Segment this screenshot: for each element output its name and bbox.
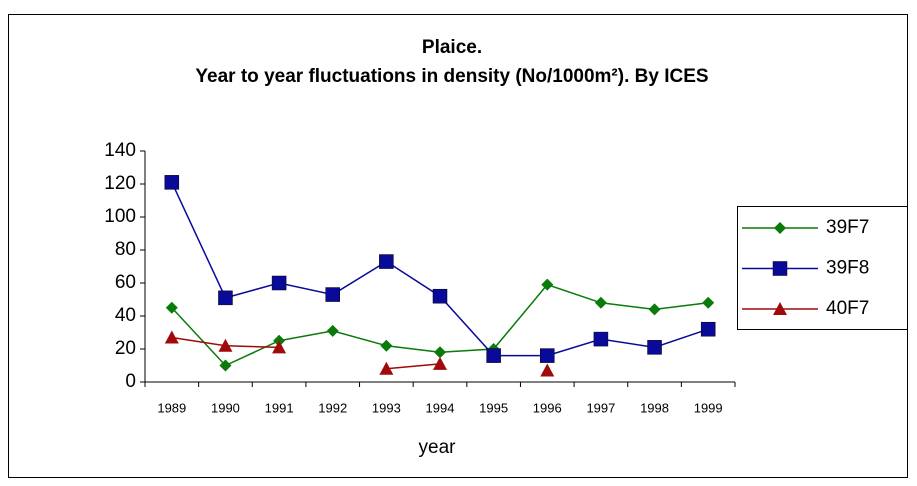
- legend-marker: [772, 261, 788, 276]
- x-tick-label: 1998: [640, 400, 669, 415]
- legend-label: 39F7: [826, 217, 869, 238]
- marker: [164, 175, 180, 190]
- marker: [380, 339, 393, 352]
- marker: [541, 278, 554, 291]
- marker: [433, 356, 447, 370]
- y-tick-label: 20: [115, 338, 136, 359]
- marker: [594, 296, 607, 309]
- marker: [272, 340, 287, 354]
- marker: [218, 290, 233, 306]
- marker: [219, 359, 232, 372]
- marker: [540, 348, 555, 363]
- chart-title: Plaice.: [422, 37, 482, 58]
- legend-label: 40F7: [826, 298, 869, 319]
- legend-marker: [773, 302, 787, 315]
- marker: [218, 338, 233, 352]
- x-axis-label: year: [419, 437, 457, 458]
- marker: [700, 321, 716, 337]
- marker: [164, 330, 179, 344]
- y-tick-label: 100: [104, 206, 136, 227]
- series-line: [386, 363, 441, 370]
- x-tick-label: 1993: [372, 400, 401, 415]
- marker: [434, 346, 446, 359]
- marker: [325, 287, 340, 302]
- y-tick-label: 40: [115, 305, 136, 326]
- x-tick-label: 1994: [426, 400, 455, 415]
- marker: [432, 288, 448, 304]
- marker: [165, 301, 178, 314]
- chart-subtitle: Year to year fluctuations in density (No…: [195, 66, 708, 87]
- x-tick-label: 1997: [586, 400, 615, 415]
- marker: [593, 331, 609, 347]
- marker: [486, 348, 501, 363]
- x-tick-label: 1989: [157, 400, 186, 415]
- y-tick-label: 120: [104, 173, 136, 194]
- marker: [326, 324, 339, 337]
- marker: [379, 254, 394, 269]
- marker: [647, 340, 662, 355]
- y-tick-label: 80: [115, 239, 136, 260]
- x-tick-label: 1990: [211, 400, 240, 415]
- x-tick-label: 1991: [265, 400, 294, 415]
- marker: [379, 361, 394, 375]
- marker: [540, 363, 555, 377]
- legend-marker: [774, 222, 786, 234]
- x-tick-label: 1992: [318, 400, 347, 415]
- y-tick-label: 60: [115, 272, 136, 293]
- y-tick-label: 0: [125, 371, 136, 392]
- x-tick-label: 1999: [694, 400, 723, 415]
- marker: [702, 296, 715, 309]
- y-tick-label: 140: [104, 140, 136, 161]
- marker: [648, 303, 661, 316]
- legend-label: 39F8: [826, 258, 869, 279]
- x-tick-label: 1995: [479, 400, 508, 415]
- marker: [271, 275, 287, 291]
- x-tick-label: 1996: [533, 400, 562, 415]
